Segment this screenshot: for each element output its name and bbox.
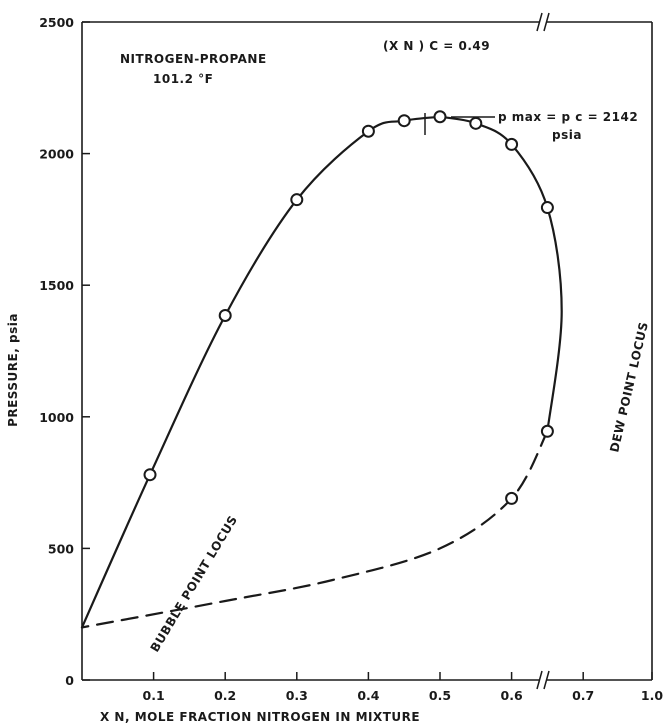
x-tick-label: 0.6 <box>501 688 523 703</box>
y-tick-label: 500 <box>48 541 74 556</box>
x-tick-label: 0.1 <box>143 688 165 703</box>
series-line-bubble-point <box>80 115 442 629</box>
x-tick-label: 0.4 <box>357 688 379 703</box>
chart-title: NITROGEN-PROPANE <box>120 52 267 66</box>
svg-text:BUBBLE POINT LOCUS: BUBBLE POINT LOCUS <box>148 513 241 655</box>
series-line-dew-point <box>438 115 563 433</box>
x-tick-label: 0.3 <box>286 688 308 703</box>
data-point-marker <box>290 193 304 207</box>
axis-break-gap <box>539 677 547 683</box>
dashed-connector-curve <box>80 430 549 629</box>
data-point-marker <box>540 424 554 438</box>
pmax-annotation: p max = p c = 2142 <box>498 110 638 124</box>
x-tick-label: 1.0 <box>641 688 663 703</box>
axis-break-mark <box>543 670 550 690</box>
data-point-marker <box>505 491 519 505</box>
dew-point-label: DEW POINT LOCUS <box>607 320 651 453</box>
x-tick-label: 0.2 <box>214 688 236 703</box>
svg-text:X N, MOLE FRACTION NITROGEN IN: X N, MOLE FRACTION NITROGEN IN MIXTURE <box>100 710 420 723</box>
y-tick-label: 2500 <box>39 15 74 30</box>
curves <box>80 115 563 629</box>
x-tick-label: 0.5 <box>429 688 451 703</box>
y-axis-label: PRESSURE, psia <box>6 313 20 427</box>
x-tick-label: 0.7 <box>572 688 594 703</box>
axis-break-gap <box>539 19 547 25</box>
axis-break-mark <box>536 12 543 32</box>
axis-break-mark <box>536 670 543 690</box>
pmax-unit: psia <box>552 128 582 142</box>
axes: 0.1 0.2 0.3 0.4 0.5 0.6 0.7 1.0 0 500 1000 1500 2000… <box>39 12 663 703</box>
data-point-marker <box>361 124 375 138</box>
chart-subtitle: 101.2 °F <box>153 72 213 86</box>
y-tick-label: 1000 <box>39 410 74 425</box>
critical-composition-annotation: (X N ) C = 0.49 <box>383 39 490 53</box>
data-point-marker <box>469 116 483 130</box>
y-tick-label: 1500 <box>39 278 74 293</box>
data-point-marker <box>505 137 519 151</box>
data-point-marker <box>540 201 554 215</box>
data-point-marker <box>143 468 157 482</box>
svg-text:PRESSURE, psia: PRESSURE, psia <box>6 313 20 427</box>
data-point-marker <box>218 308 232 322</box>
svg-text:DEW POINT LOCUS: DEW POINT LOCUS <box>607 320 651 453</box>
axis-break-mark <box>543 12 550 32</box>
y-tick-label: 0 <box>65 673 74 688</box>
y-tick-label: 2000 <box>39 147 74 162</box>
bubble-point-label: BUBBLE POINT LOCUS <box>148 513 241 655</box>
x-axis-label: X N, MOLE FRACTION NITROGEN IN MIXTURE <box>100 710 420 723</box>
data-point-marker <box>397 114 411 128</box>
data-point-marker <box>433 110 447 124</box>
markers <box>143 110 554 505</box>
